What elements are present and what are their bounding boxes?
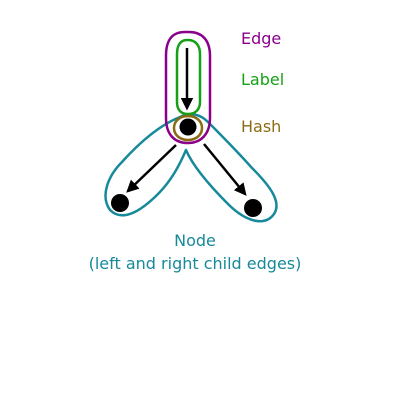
hash-legend-label: Hash xyxy=(241,117,282,136)
edge-outline xyxy=(164,30,212,145)
node-caption: Node (left and right child edges) xyxy=(0,229,390,275)
edge-legend-label: Edge xyxy=(241,29,282,48)
parent-node-dot xyxy=(179,118,197,136)
left-child-dot xyxy=(111,194,129,212)
right-child-arrow xyxy=(203,143,247,196)
node-outline xyxy=(104,113,278,223)
node-subtitle: (left and right child edges) xyxy=(88,254,302,273)
label-legend-label: Label xyxy=(241,70,285,89)
label-outline xyxy=(175,38,202,116)
left-child-arrow xyxy=(126,144,177,193)
right-child-dot xyxy=(244,199,262,217)
hash-outline xyxy=(172,114,204,142)
node-title: Node xyxy=(174,231,216,250)
